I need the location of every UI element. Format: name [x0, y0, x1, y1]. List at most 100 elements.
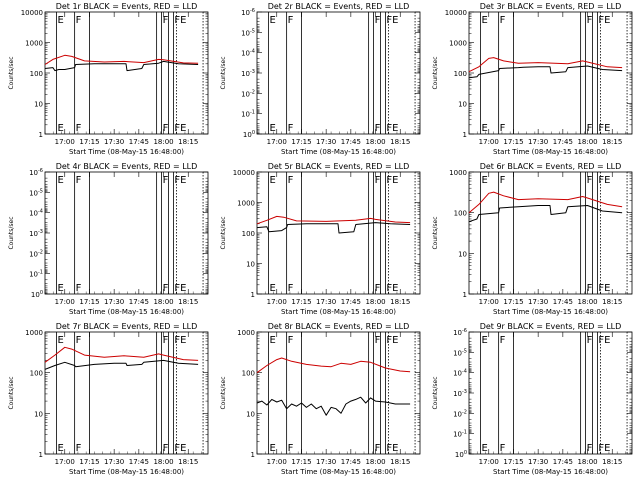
- y-tick-label: 10000: [21, 9, 43, 17]
- flag-label-top: F: [288, 335, 294, 346]
- flag-label-bottom: F: [375, 443, 381, 454]
- y-tick-label: 1000: [25, 40, 43, 48]
- x-tick-label: 17:45: [341, 298, 361, 306]
- x-tick-label: 17:00: [479, 298, 499, 306]
- x-tick-label: 17:15: [291, 298, 311, 306]
- y-tick-label: 1: [463, 131, 467, 139]
- flag-label-bottom: E: [270, 123, 276, 134]
- y-tick-label: 10000: [233, 169, 255, 177]
- events-series-line: [44, 60, 199, 72]
- y-axis-label: Counts/sec: [8, 376, 15, 409]
- chart-title: Det 8r BLACK = Events, RED = LLD: [268, 322, 410, 331]
- flag-label-bottom: F: [76, 283, 82, 294]
- flag-label-bottom: F: [500, 283, 506, 294]
- x-tick-label: 17:45: [553, 458, 573, 466]
- panel-5: Det 5r BLACK = Events, RED = LLD Start Ti…: [220, 162, 421, 316]
- x-tick-label: 17:00: [267, 458, 287, 466]
- flag-label-top: F: [163, 175, 169, 186]
- y-tick-label: 100: [454, 210, 467, 218]
- x-tick-label: 17:30: [104, 458, 124, 466]
- x-tick-label: 17:45: [553, 298, 573, 306]
- lld-series-line: [468, 191, 623, 214]
- panel-7: Det 7r BLACK = Events, RED = LLD Start Ti…: [8, 322, 209, 476]
- flag-label-bottom: FE: [598, 123, 610, 134]
- flag-label-top: FE: [174, 335, 186, 346]
- flag-label-top: F: [587, 15, 593, 26]
- lld-series-line: [44, 346, 199, 363]
- y-tick-label: 10-2: [241, 89, 255, 98]
- flag-label-top: F: [288, 15, 294, 26]
- y-tick-label: 10-1: [29, 270, 43, 279]
- x-tick-label: 18:00: [365, 298, 385, 306]
- x-tick-label: 18:15: [602, 138, 622, 146]
- flag-label-top: E: [270, 15, 276, 26]
- flag-label-bottom: F: [375, 123, 381, 134]
- plot-frame: [256, 11, 421, 135]
- flag-label-bottom: F: [163, 443, 169, 454]
- y-tick-label: 10-4: [241, 49, 255, 58]
- x-tick-label: 18:00: [153, 298, 173, 306]
- y-tick-label: 10-3: [453, 389, 467, 398]
- flag-label-bottom: FE: [386, 123, 398, 134]
- flag-label-bottom: E: [270, 443, 276, 454]
- chart-title: Det 5r BLACK = Events, RED = LLD: [268, 162, 410, 171]
- x-tick-label: 17:15: [291, 458, 311, 466]
- flag-label-bottom: E: [482, 443, 488, 454]
- x-tick-label: 18:15: [178, 298, 198, 306]
- x-tick-label: 18:15: [178, 458, 198, 466]
- x-axis-label: Start Time (08-May-15 16:48:00): [281, 308, 396, 316]
- y-tick-label: 10-4: [29, 209, 43, 218]
- flag-label-top: FE: [386, 335, 398, 346]
- flag-label-top: E: [482, 335, 488, 346]
- flag-label-bottom: FE: [386, 443, 398, 454]
- y-tick-label: 10-3: [241, 69, 255, 78]
- y-tick-label: 1000: [449, 169, 467, 177]
- flag-label-top: F: [76, 175, 82, 186]
- y-axis-label: Counts/sec: [220, 56, 227, 89]
- flag-label-top: FE: [598, 15, 610, 26]
- x-tick-label: 17:15: [291, 138, 311, 146]
- x-tick-label: 17:00: [55, 138, 75, 146]
- x-tick-label: 17:45: [341, 138, 361, 146]
- x-tick-label: 17:45: [129, 458, 149, 466]
- flag-label-top: F: [500, 15, 506, 26]
- y-tick-label: 10-6: [453, 328, 467, 337]
- flag-label-bottom: F: [76, 123, 82, 134]
- y-tick-label: 10-2: [29, 249, 43, 258]
- flag-label-top: F: [163, 15, 169, 26]
- y-tick-label: 100: [455, 450, 467, 459]
- lld-series-line: [468, 57, 623, 73]
- x-tick-label: 18:00: [577, 458, 597, 466]
- panel-4: Det 4r BLACK = Events, RED = LLD Start Ti…: [8, 162, 209, 316]
- y-axis-label: Counts/sec: [432, 376, 439, 409]
- x-axis-label: Start Time (08-May-15 16:48:00): [493, 468, 608, 476]
- x-tick-label: 18:00: [577, 298, 597, 306]
- flag-label-top: E: [58, 175, 64, 186]
- x-tick-label: 17:00: [479, 458, 499, 466]
- y-tick-label: 10-5: [241, 28, 255, 37]
- flag-label-bottom: E: [482, 283, 488, 294]
- flag-label-bottom: F: [288, 123, 294, 134]
- y-tick-label: 10: [458, 250, 467, 258]
- y-tick-label: 100: [243, 130, 255, 139]
- x-tick-label: 18:15: [602, 458, 622, 466]
- y-tick-label: 100: [242, 230, 255, 238]
- y-tick-label: 1: [463, 291, 467, 299]
- flag-label-bottom: E: [58, 283, 64, 294]
- y-tick-label: 10000: [445, 9, 467, 17]
- x-tick-label: 18:00: [365, 458, 385, 466]
- panel-8: Det 8r BLACK = Events, RED = LLD Start Ti…: [220, 322, 421, 476]
- x-tick-label: 17:30: [316, 298, 336, 306]
- panel-2: Det 2r BLACK = Events, RED = LLD Start Ti…: [220, 2, 421, 156]
- x-tick-label: 17:15: [79, 138, 99, 146]
- flag-label-top: E: [58, 15, 64, 26]
- y-tick-label: 10: [458, 101, 467, 109]
- flag-label-bottom: E: [270, 283, 276, 294]
- flag-label-top: FE: [598, 335, 610, 346]
- y-tick-label: 10-6: [241, 8, 255, 17]
- plot-frame: [44, 331, 209, 455]
- flag-label-bottom: F: [587, 123, 593, 134]
- plot-frame: [468, 331, 633, 455]
- x-tick-label: 17:00: [267, 138, 287, 146]
